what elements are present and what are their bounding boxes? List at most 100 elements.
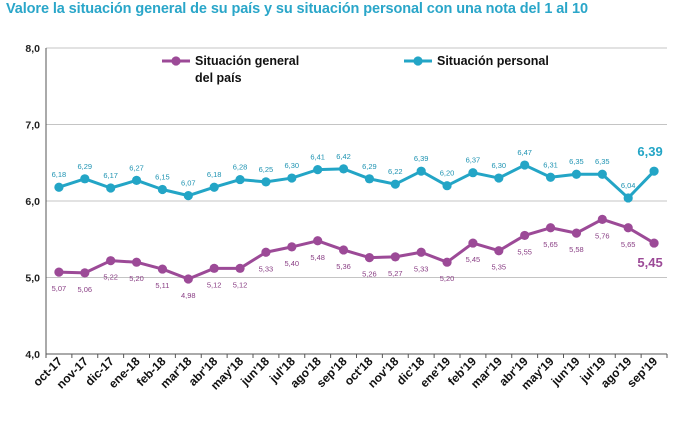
data-label: 6,47 [517,148,532,157]
data-point [261,177,271,187]
data-point [313,165,323,175]
data-point [157,184,168,195]
data-point [649,238,659,248]
data-point [131,257,142,267]
data-point [545,223,556,233]
data-point [131,175,142,185]
data-point [442,181,452,191]
x-tick-label: sep'19 [624,354,660,390]
x-tick-label: jun'18 [237,354,272,389]
data-label: 5,12 [233,280,248,289]
data-label: 5,20 [440,274,455,283]
data-label: 6,37 [466,156,481,165]
data-label: 6,30 [492,161,507,170]
data-label: 6,31 [543,160,558,169]
data-point [338,245,349,255]
data-label: 5,65 [543,240,558,249]
data-point [597,214,607,224]
data-point [649,166,659,176]
data-label: 5,45 [637,255,662,270]
data-point [287,173,297,183]
legend-swatch-marker [171,56,181,66]
data-label: 6,39 [414,154,429,163]
data-point [261,247,271,257]
data-point [571,228,582,238]
data-point [183,191,193,201]
data-label: 6,18 [207,170,222,179]
data-label: 6,25 [259,165,274,174]
data-label: 5,12 [207,280,222,289]
data-point [287,242,297,252]
x-tick-label: jun'19 [548,354,583,389]
data-point [106,183,116,193]
data-label: 6,15 [155,173,170,182]
data-point [157,264,168,274]
data-label: 6,39 [637,144,662,159]
data-label: 6,35 [595,157,610,166]
data-label: 5,35 [492,263,507,272]
data-label: 5,11 [155,281,169,290]
data-label: 6,29 [78,162,93,171]
data-label: 5,36 [336,262,351,271]
data-point [520,160,530,170]
data-label: 6,30 [285,161,300,170]
data-label: 4,98 [181,291,196,300]
data-point [520,230,530,241]
data-point [623,223,633,233]
data-label: 6,18 [52,170,67,179]
y-tick-label: 7,0 [25,120,40,132]
data-label: 5,76 [595,231,610,240]
data-label: 5,55 [517,247,532,256]
data-label: 5,65 [621,240,636,249]
data-point [390,179,400,189]
y-tick-label: 6,0 [25,196,40,208]
data-point [235,174,245,185]
data-point [364,253,375,263]
data-point [416,166,426,176]
legend-swatch-marker [413,56,423,66]
data-point [494,173,504,183]
data-label: 5,27 [388,269,403,278]
data-point [54,267,64,277]
y-tick-label: 4,0 [25,349,40,361]
data-label: 6,07 [181,179,196,188]
data-label: 6,28 [233,163,248,172]
series-line [58,217,655,281]
data-point [80,268,90,278]
data-point [571,169,582,179]
axes: 4,05,06,07,08,0oct-17nov-17dic-17ene-18f… [25,43,668,393]
data-label: 5,40 [285,259,300,268]
data-point [597,169,607,179]
y-tick-label: 5,0 [25,273,40,285]
data-label: 6,04 [621,181,636,190]
data-label: 5,22 [103,273,118,282]
series: 5,07 5,06 5,22 5,20 5,11 4,98 5,12 5,12 5,33 5,40… [52,144,663,300]
data-point [54,182,64,192]
data-point [209,263,219,273]
data-point [235,263,245,273]
data-point [442,257,452,267]
data-point [468,238,478,248]
data-point [183,274,193,284]
gridlines [46,47,667,278]
data-point [209,182,219,192]
chart-title: Valore la situación general de su país y… [6,1,588,17]
legend-label: del país [195,71,242,85]
data-label: 5,48 [310,253,325,262]
data-label: 5,26 [362,270,377,279]
data-point [390,252,400,262]
data-label: 5,06 [78,285,93,294]
data-point [545,172,556,182]
data-label: 6,41 [310,153,325,162]
data-label: 6,35 [569,157,584,166]
data-label: 6,27 [129,163,144,172]
data-label: 6,42 [336,152,351,161]
data-point [494,246,504,256]
data-label: 5,58 [569,245,584,254]
data-label: 5,20 [129,274,144,283]
y-tick-label: 8,0 [25,43,40,55]
data-label: 5,33 [259,264,274,273]
data-point [313,236,323,246]
data-point [364,174,375,184]
